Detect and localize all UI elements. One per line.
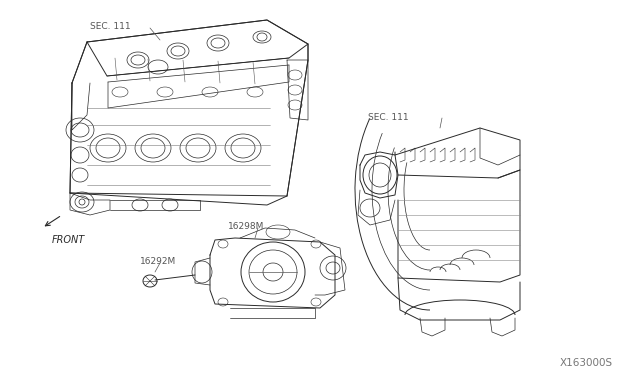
- Text: X163000S: X163000S: [560, 358, 613, 368]
- Text: 16292M: 16292M: [140, 257, 176, 266]
- Text: SEC. 111: SEC. 111: [368, 113, 408, 122]
- Text: SEC. 111: SEC. 111: [90, 22, 131, 31]
- Text: FRONT: FRONT: [52, 235, 85, 245]
- Text: 16298M: 16298M: [228, 222, 264, 231]
